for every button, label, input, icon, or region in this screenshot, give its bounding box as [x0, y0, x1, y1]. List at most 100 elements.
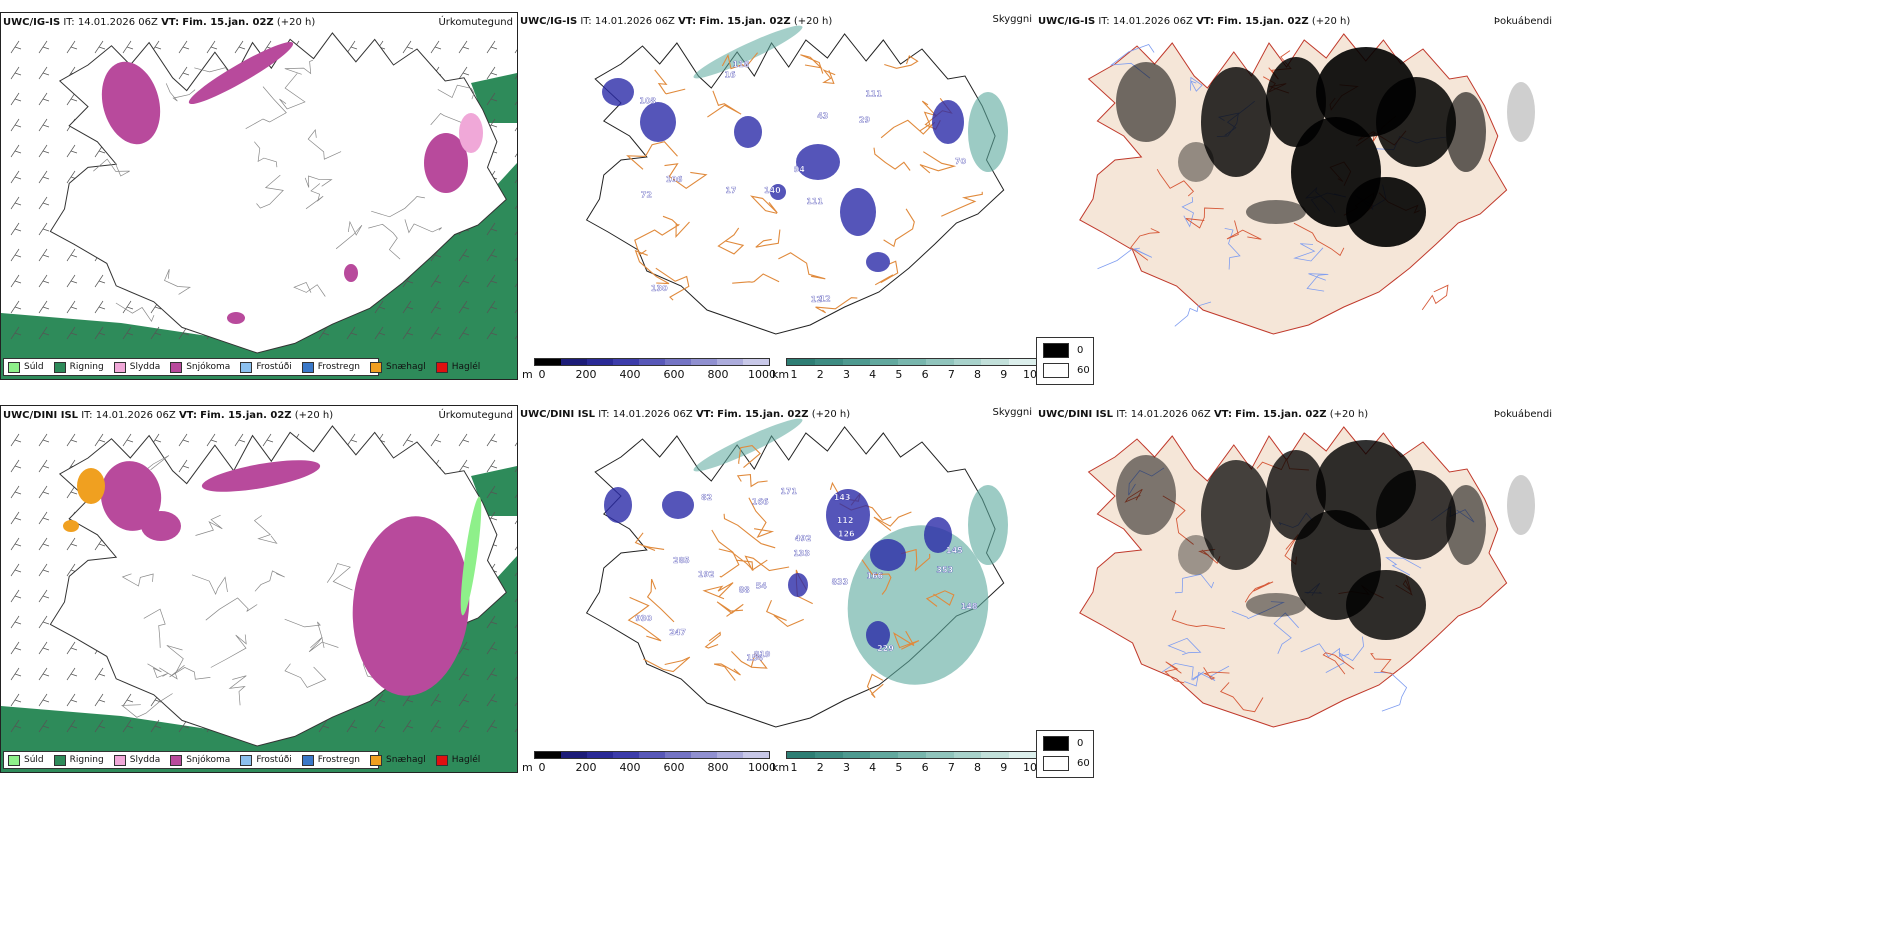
ceiling-label: 118 [733, 60, 750, 69]
precip-legend-item: Snjókoma [170, 361, 231, 373]
scale-bar [786, 358, 1038, 366]
ceiling-label: 133 [793, 549, 810, 558]
scale-bin [613, 359, 639, 365]
legend-label: Snæhagl [386, 755, 426, 765]
ceiling-label: 54 [756, 582, 768, 591]
scale-tick: 200 [575, 761, 597, 774]
panel-header: UWC/IG-IS IT: 14.01.2026 06Z VT: Fim. 15… [3, 17, 316, 28]
scale-unit: km [772, 761, 790, 774]
scale-bin [870, 752, 899, 758]
cloud-panel-top: UWC/IG-IS IT: 14.01.2026 06Z VT: Fim. 15… [1036, 12, 1556, 385]
ceiling-label: 126 [838, 529, 855, 538]
scale-bin [587, 359, 613, 365]
legend-swatch [170, 754, 183, 766]
visibility-areas [693, 25, 1008, 172]
legend-label: Súld [24, 755, 44, 765]
ceiling-label: 143 [834, 493, 851, 502]
legend-swatch [435, 361, 448, 373]
scale-bin [981, 359, 1010, 365]
visibility-map-bottom: 154 492 353 145 88 166 112 54 133 229 148 833 126 171… [585, 418, 1008, 728]
cloud-map-bottom [1079, 426, 1535, 728]
scale-tick: 3 [842, 761, 850, 774]
cloud-legend-high: 60 [1077, 365, 1090, 376]
scale-tick: 4 [869, 761, 877, 774]
legend-label: Snjókoma [186, 362, 231, 372]
legend-swatch [240, 361, 253, 373]
scale-bin [787, 752, 815, 758]
scale-unit: m [522, 368, 533, 381]
scale-tick: 9 [1000, 761, 1008, 774]
panel-title: Þokuábendi [1493, 16, 1552, 27]
scale-tick: 6 [921, 368, 929, 381]
ceiling-label: 154 [746, 654, 763, 663]
scale-bin [665, 752, 691, 758]
precip-legend-item: Frostúði [240, 361, 292, 373]
legend-label: Frostregn [317, 362, 361, 372]
legend-label: Frostúði [256, 755, 292, 765]
legend-swatch [301, 361, 314, 373]
scale-tick: 8 [974, 368, 982, 381]
precip-legend-item: Frostregn [301, 361, 361, 373]
ceiling-label: 353 [936, 565, 953, 574]
scale-bin [1009, 752, 1038, 758]
ceiling-label: 192 [698, 570, 715, 579]
scale-bin [691, 359, 717, 365]
ceiling-label: 12 [811, 295, 822, 304]
precip-legend-item: Snjókoma [170, 754, 231, 766]
precip-panel-top: UWC/IG-IS IT: 14.01.2026 06Z VT: Fim. 15… [0, 12, 518, 380]
ceiling-label: 171 [780, 487, 797, 496]
precip-map-bottom [1, 425, 517, 772]
cloud-legend: 0 60 [1036, 337, 1094, 385]
scale-unit: m [522, 761, 533, 774]
scale-bar [534, 358, 770, 366]
legend-label: Slydda [129, 362, 161, 372]
iceland-outline [585, 33, 1005, 335]
legend-swatch [8, 754, 20, 766]
scale-bin [814, 359, 843, 365]
cloud-panel-bottom: UWC/DINI ISL IT: 14.01.2026 06Z VT: Fim.… [1036, 405, 1556, 778]
legend-label: Haglél [451, 362, 481, 372]
scale-bin [691, 752, 717, 758]
scale-tick: 5 [895, 761, 903, 774]
panel-title: Skyggni [992, 14, 1032, 25]
panel-title: Úrkomutegund [438, 410, 513, 421]
panel-header: UWC/IG-IS IT: 14.01.2026 06Z VT: Fim. 15… [1038, 16, 1351, 27]
scale-tick: 600 [663, 761, 685, 774]
ceiling-label: 819 [754, 650, 771, 659]
ceiling-areas [604, 487, 952, 649]
scale-bin [587, 752, 613, 758]
legend-label: Rigning [69, 755, 104, 765]
scale-tick: 200 [575, 368, 597, 381]
scale-tick: 400 [619, 368, 641, 381]
legend-label: Frostúði [256, 362, 292, 372]
ceiling-label: 229 [877, 644, 894, 653]
legend-label: Snjókoma [186, 755, 231, 765]
ceiling-label: 492 [795, 534, 812, 543]
legend-swatch [113, 754, 126, 766]
scale-bin [717, 752, 743, 758]
legend-swatch [8, 361, 20, 373]
precip-legend-item: Súld [8, 361, 44, 373]
ceiling-label: 17 [725, 186, 736, 195]
panel-header: UWC/IG-IS IT: 14.01.2026 06Z VT: Fim. 15… [520, 16, 833, 27]
precip-legend-item: Slydda [113, 754, 160, 766]
precip-map-top [1, 32, 517, 379]
precip-legend-item: Snæhagl [370, 361, 426, 373]
precip-legend-item: Slydda [113, 361, 161, 373]
precip-legend: Súld Rigning Slydda Snjókoma Frostúði Frostre… [3, 751, 480, 769]
ceiling-label: 112 [837, 516, 854, 525]
legend-swatch [170, 361, 183, 373]
scale-bin [925, 359, 954, 365]
ceiling-label: 106 [666, 175, 683, 184]
scale-tick: 2 [816, 368, 824, 381]
precip-panel-bottom: UWC/DINI ISL IT: 14.01.2026 06Z VT: Fim.… [0, 405, 518, 773]
precip-legend-item: Súld [8, 754, 44, 766]
scale-bin [665, 359, 691, 365]
legend-swatch [113, 361, 126, 373]
ceiling-label: 94 [794, 165, 806, 174]
legend-label: Frostregn [317, 755, 361, 765]
fog-areas [1116, 47, 1535, 247]
scale-bin [743, 359, 769, 365]
